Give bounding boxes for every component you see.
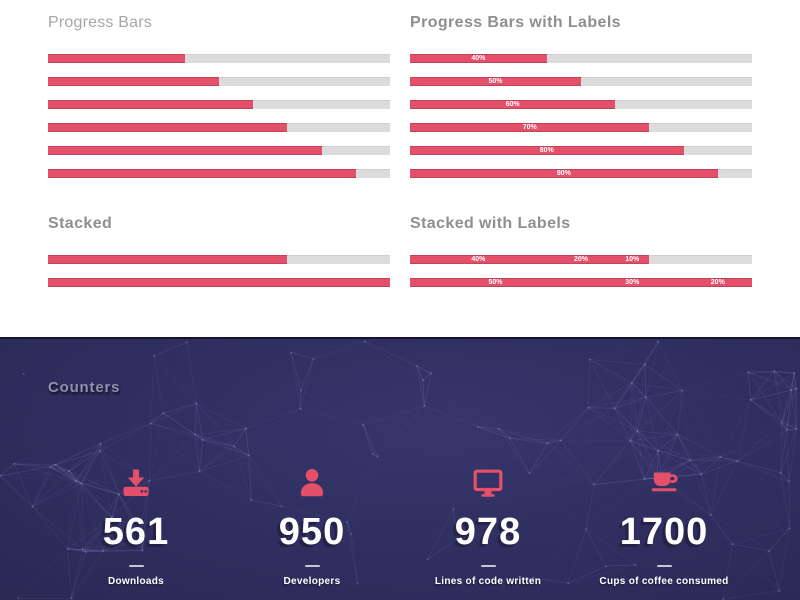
section-title-stacked: Stacked (48, 215, 113, 232)
progress-fill: 90% (410, 169, 718, 178)
progress-bar (48, 146, 390, 155)
counter-value: 978 (454, 511, 522, 553)
stacked-bars-list (48, 255, 390, 287)
progress-fill: 40% (410, 54, 547, 63)
section-title-progress-bars: Progress Bars (48, 14, 152, 31)
progress-fill: 30% (581, 278, 684, 287)
progress-bars-list (48, 54, 390, 178)
counter-value: 561 (102, 511, 170, 553)
counters-section: Counters 561 Downloads 950 Developers 978 Lin… (0, 337, 800, 600)
progress-label: 20% (710, 279, 725, 286)
section-stacked: Stacked (48, 215, 390, 301)
progress-bar (48, 278, 390, 287)
progress-label: 20% (573, 256, 588, 263)
section-stacked-with-labels: Stacked with Labels 40% 20% 10% 50% 30% 20% (410, 215, 752, 301)
progress-fill: 60% (410, 100, 616, 109)
labeled-progress-bars-list: 40% 50% 60% 70% 80% 90% (410, 54, 752, 178)
progress-fill (48, 255, 185, 264)
progress-fill: 80% (410, 146, 684, 155)
progress-fill: 50% (410, 278, 581, 287)
counter-item: 950 Developers (224, 467, 400, 587)
progress-fill (48, 54, 185, 63)
progress-label: 10% (625, 256, 640, 263)
progress-fill (48, 146, 322, 155)
monitor-icon (400, 467, 576, 499)
counter-label: Developers (283, 576, 341, 587)
progress-fill (321, 278, 390, 287)
counters-row: 561 Downloads 950 Developers 978 Lines of cod… (48, 467, 752, 587)
progress-fill (184, 255, 254, 264)
section-title-stacked-with-labels: Stacked with Labels (410, 215, 571, 232)
progress-label: 50% (488, 279, 503, 286)
progress-bar: 70% (410, 123, 752, 132)
progress-fill: 10% (615, 255, 650, 264)
progress-bar: 50% (410, 77, 752, 86)
progress-bar (48, 54, 390, 63)
counter-item: 978 Lines of code written (400, 467, 576, 587)
progress-bars-area: Progress Bars Progress Bars with Labels … (48, 14, 752, 301)
progress-label: 30% (625, 279, 640, 286)
counter-label: Downloads (107, 576, 165, 587)
progress-fill: 50% (410, 77, 581, 86)
progress-bar: 60% (410, 100, 752, 109)
progress-label: 90% (556, 170, 571, 177)
counter-label: Lines of code written (434, 576, 542, 587)
progress-fill (48, 77, 219, 86)
progress-bar: 40% (410, 54, 752, 63)
progress-bar (48, 169, 390, 178)
progress-fill: 20% (683, 278, 752, 287)
counter-divider (304, 565, 320, 567)
progress-fill: 70% (410, 123, 650, 132)
user-icon (224, 467, 400, 499)
section-title-counters: Counters (48, 379, 121, 396)
progress-label: 40% (471, 55, 486, 62)
progress-bar: 40% 20% 10% (410, 255, 752, 264)
progress-label: 60% (505, 101, 520, 108)
section-title-progress-bars-with-labels: Progress Bars with Labels (410, 14, 621, 31)
progress-bar: 80% (410, 146, 752, 155)
progress-fill (219, 278, 322, 287)
progress-fill: 40% (410, 255, 547, 264)
progress-label: 50% (488, 78, 503, 85)
progress-fill: 20% (546, 255, 616, 264)
labeled-stacked-bars-list: 40% 20% 10% 50% 30% 20% (410, 255, 752, 287)
progress-bar (48, 100, 390, 109)
counter-divider (128, 565, 144, 567)
progress-fill (48, 100, 254, 109)
coffee-icon (576, 467, 752, 499)
progress-label: 40% (471, 256, 486, 263)
progress-bar (48, 123, 390, 132)
counter-value: 1700 (619, 511, 709, 553)
progress-bar: 90% (410, 169, 752, 178)
section-progress-bars: Progress Bars (48, 14, 390, 192)
progress-fill (253, 255, 288, 264)
plexus-background (0, 340, 798, 600)
progress-bar (48, 77, 390, 86)
progress-label: 70% (522, 124, 537, 131)
counter-divider (656, 565, 672, 567)
progress-fill (48, 278, 219, 287)
progress-label: 80% (539, 147, 554, 154)
counter-item: 561 Downloads (48, 467, 224, 587)
counter-label: Cups of coffee consumed (599, 576, 729, 587)
section-progress-bars-with-labels: Progress Bars with Labels 40% 50% 60% 70% 80… (410, 14, 752, 192)
progress-fill (48, 169, 356, 178)
download-icon (48, 467, 224, 499)
counter-value: 950 (278, 511, 346, 553)
counter-item: 1700 Cups of coffee consumed (576, 467, 752, 587)
progress-bar: 50% 30% 20% (410, 278, 752, 287)
progress-fill (48, 123, 288, 132)
counter-divider (480, 565, 496, 567)
progress-bar (48, 255, 390, 264)
